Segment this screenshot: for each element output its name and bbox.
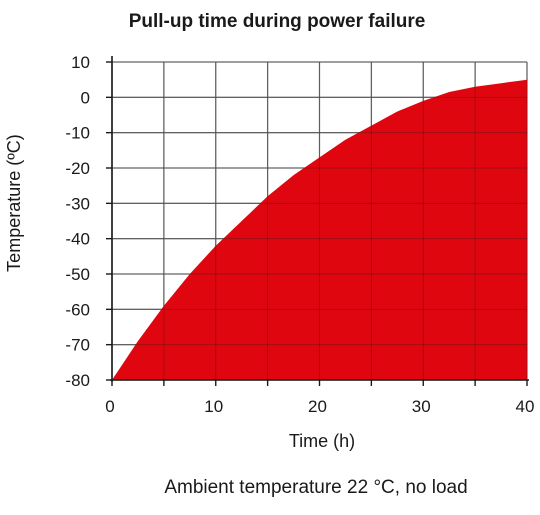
x-tick-label: 30 bbox=[412, 397, 431, 416]
y-tick-label: -30 bbox=[65, 194, 90, 213]
x-tick-label: 0 bbox=[105, 397, 114, 416]
y-tick-label: -70 bbox=[65, 336, 90, 355]
data-area bbox=[112, 79, 527, 380]
y-tick-label: 0 bbox=[81, 88, 90, 107]
ambient-note: Ambient temperature 22 °C, no load bbox=[164, 477, 467, 498]
y-tick-label: -20 bbox=[65, 159, 90, 178]
axes bbox=[106, 56, 529, 386]
y-tick-label: 10 bbox=[71, 53, 90, 72]
x-axis-label: Time (h) bbox=[289, 431, 355, 451]
chart-title: Pull-up time during power failure bbox=[129, 11, 426, 32]
y-tick-label: -40 bbox=[65, 230, 90, 249]
y-axis-label: Temperature (ºC) bbox=[4, 134, 24, 272]
y-tick-labels: 10 0 -10 -20 -30 -40 -50 -60 -70 -80 bbox=[65, 53, 90, 390]
y-tick-label: -50 bbox=[65, 265, 90, 284]
y-tick-label: -10 bbox=[65, 124, 90, 143]
x-tick-label: 10 bbox=[204, 397, 223, 416]
x-tick-labels: 0 10 20 30 40 bbox=[105, 397, 534, 416]
x-tick-label: 20 bbox=[308, 397, 327, 416]
y-tick-label: -60 bbox=[65, 300, 90, 319]
y-tick-label: -80 bbox=[65, 371, 90, 390]
x-tick-label: 40 bbox=[516, 397, 535, 416]
